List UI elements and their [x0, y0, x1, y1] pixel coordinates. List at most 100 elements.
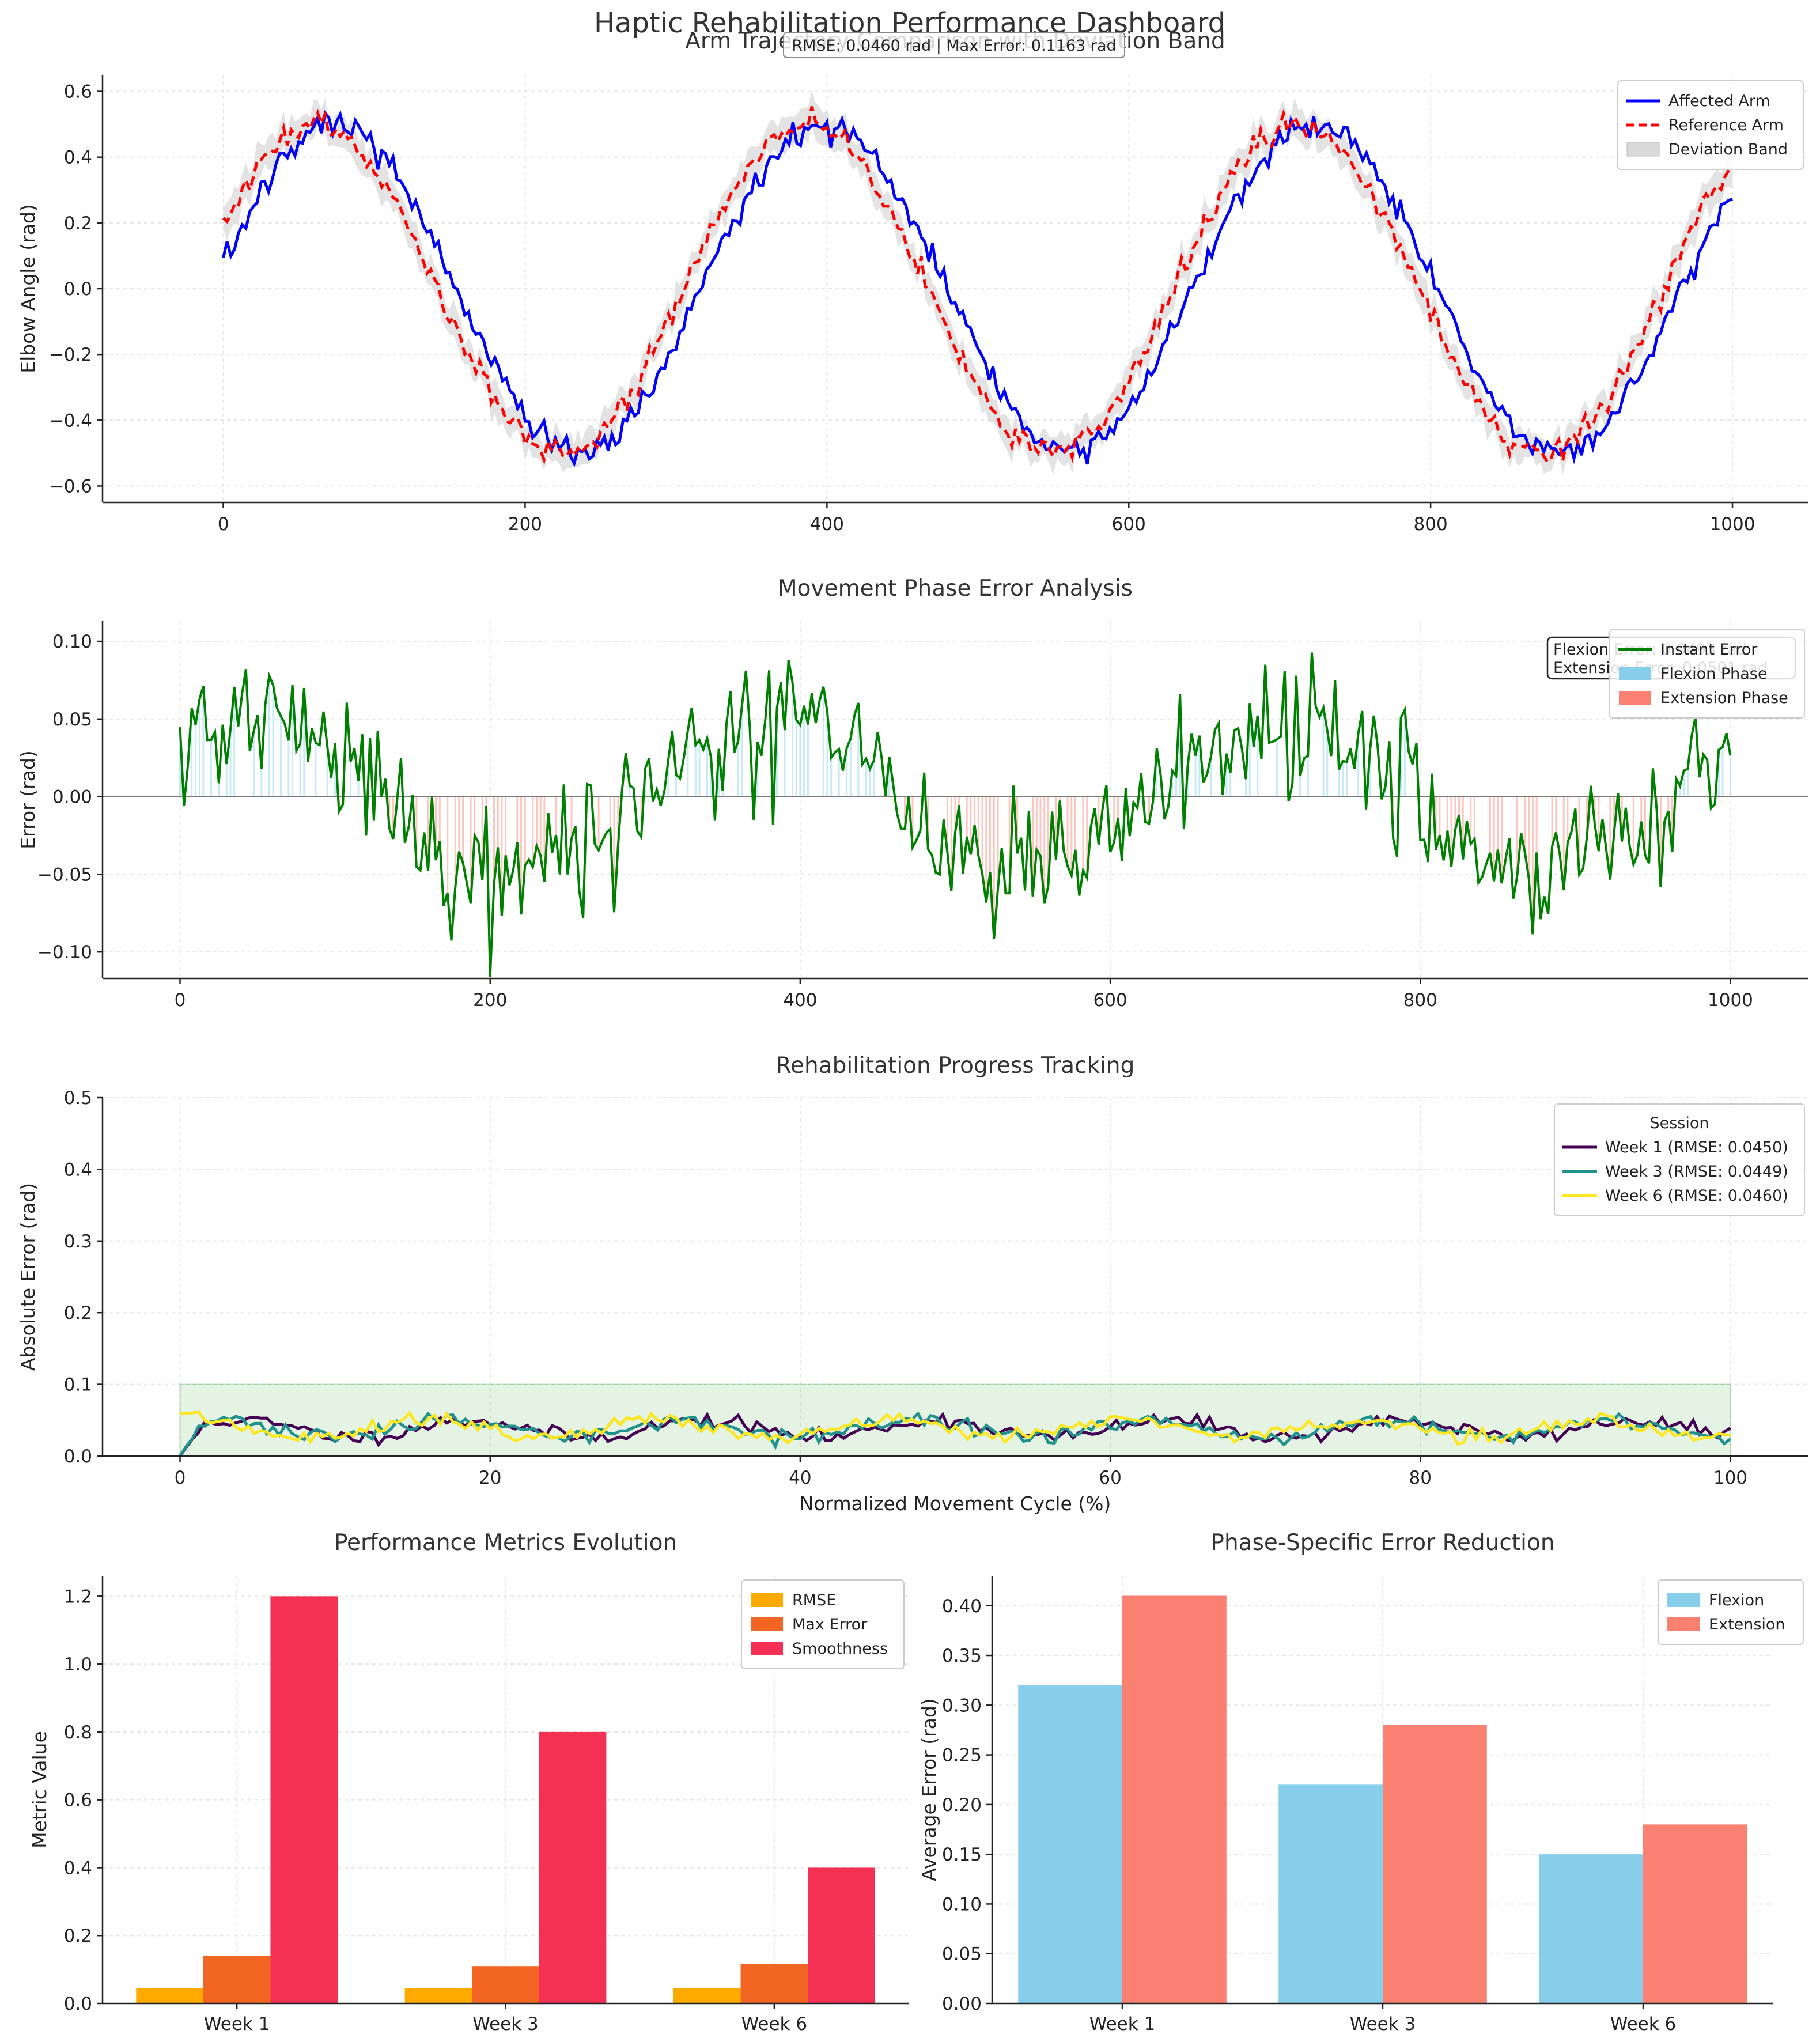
flexion-phase-bar: [857, 703, 860, 797]
extension-phase-bar: [1531, 796, 1534, 935]
affected-arm-line: [222, 109, 1733, 467]
extension-phase-bar: [539, 796, 542, 856]
extension-phase-bar: [1435, 796, 1437, 850]
legend-label: Reference Arm: [1668, 116, 1784, 134]
flexion-phase-bar: [718, 748, 720, 797]
legend-swatch: [1626, 142, 1660, 157]
extension-phase-bar: [1148, 796, 1150, 824]
legend-swatch: [751, 1642, 783, 1655]
extension-phase-bar: [1621, 796, 1623, 842]
flexion-phase-bar: [1721, 747, 1724, 797]
y-tick-label: 0.2: [64, 213, 92, 234]
extension-phase-bar: [950, 796, 952, 891]
legend-box: [1658, 1579, 1804, 1645]
flexion-phase-bar: [869, 769, 871, 797]
flexion-phase-bar: [272, 685, 274, 797]
extension-phase-bar: [1008, 796, 1011, 894]
x-tick-label: 0: [175, 1468, 186, 1488]
bar-rmse: [404, 1988, 472, 2003]
flexion-phase-bar: [1257, 715, 1259, 797]
flexion-phase-bar: [303, 687, 305, 797]
extension-phase-bar: [970, 796, 972, 855]
extension-phase-bar: [1032, 796, 1034, 897]
flexion-phase-bar: [198, 699, 200, 797]
legend-label: Week 6 (RMSE: 0.0460): [1605, 1187, 1788, 1205]
y-tick-label: 0.8: [64, 1722, 92, 1743]
x-tick-label: 80: [1409, 1468, 1432, 1488]
y-tick-label: 0.00: [52, 787, 92, 808]
flexion-phase-bar: [229, 729, 232, 797]
extension-phase-bar: [613, 796, 615, 913]
extension-phase-bar: [1644, 796, 1646, 856]
flexion-phase-bar: [1683, 770, 1685, 797]
legend-swatch: [1667, 1617, 1700, 1631]
legend-label: Affected Arm: [1668, 92, 1770, 110]
extension-phase-bar: [1659, 796, 1662, 887]
x-category-label: Week 1: [1089, 2014, 1156, 2035]
extension-phase-bar: [1567, 796, 1569, 843]
flexion-phase-bar: [1357, 733, 1360, 797]
y-tick-label: −0.2: [49, 345, 92, 365]
extension-phase-bar: [1613, 796, 1615, 833]
flexion-phase-bar: [1179, 694, 1181, 797]
extension-phase-bar: [454, 796, 456, 888]
bar-flexion: [1278, 1784, 1383, 2003]
y-axis-label: Elbow Angle (rad): [17, 204, 39, 373]
extension-phase-bar: [1086, 796, 1088, 878]
flexion-phase-bar: [1326, 731, 1329, 797]
extension-phase-bar: [1074, 796, 1077, 850]
flexion-phase-bar: [1175, 776, 1177, 797]
x-category-label: Week 3: [472, 2014, 539, 2035]
extension-phase-bar: [1609, 796, 1611, 880]
y-tick-label: −0.6: [49, 476, 92, 497]
deviation-band: [223, 89, 1733, 475]
flexion-phase-bar: [299, 743, 301, 797]
extension-phase-bar: [570, 796, 573, 839]
legend-swatch: [1667, 1593, 1700, 1607]
y-axis-label: Average Error (rad): [918, 1698, 940, 1881]
extension-phase-bar: [904, 796, 906, 829]
extension-phase-bar: [458, 796, 460, 852]
instant-error-line: [179, 652, 1732, 977]
extension-phase-bar: [1070, 796, 1073, 876]
extension-phase-bar: [1578, 796, 1580, 875]
metrics-annotation-box: [783, 32, 1125, 58]
legend-label: Max Error: [792, 1616, 868, 1634]
x-tick-label: 1000: [1710, 514, 1755, 535]
flexion-phase-bar: [667, 759, 669, 797]
flexion-phase-bar: [838, 749, 840, 797]
x-tick-label: 0: [175, 990, 186, 1011]
flexion-phase-bar: [1229, 772, 1232, 797]
y-tick-label: 0.10: [52, 632, 92, 652]
x-tick-label: 400: [810, 514, 844, 535]
flexion-phase-bar: [873, 760, 875, 797]
y-tick-label: 0.0: [64, 279, 92, 300]
legend-label: Smoothness: [792, 1640, 888, 1658]
flexion-phase-bar: [233, 687, 236, 797]
flexion-phase-bar: [737, 740, 739, 797]
y-tick-label: 0.0: [64, 1446, 92, 1467]
extension-phase-bar: [524, 796, 526, 866]
flexion-phase-bar: [756, 742, 759, 797]
extension-phase-bar: [543, 796, 546, 882]
x-category-label: Week 1: [204, 2014, 270, 2035]
bar-flexion: [1539, 1854, 1643, 2003]
flexion-phase-bar: [675, 774, 678, 797]
flexion-phase-bar: [202, 686, 205, 797]
flexion-phase-bar: [1245, 779, 1247, 797]
extension-phase-bar: [1047, 796, 1049, 886]
x-tick-label: 400: [783, 990, 817, 1011]
extension-phase-bar: [1555, 796, 1557, 833]
legend-box: [1554, 1103, 1805, 1216]
extension-phase-bar: [470, 796, 472, 904]
y-axis-label: Metric Value: [28, 1731, 51, 1848]
bar-smoothness: [808, 1867, 875, 2003]
extension-phase-bar: [981, 796, 983, 874]
extension-phase-bar: [392, 796, 395, 839]
flexion-phase-bar: [1171, 770, 1174, 797]
flexion-phase-bar: [865, 758, 867, 797]
x-tick-label: 800: [1403, 990, 1437, 1011]
y-tick-label: 0.00: [942, 1994, 982, 2014]
flexion-phase-bar: [1248, 703, 1251, 797]
extension-phase-bar: [497, 796, 499, 848]
